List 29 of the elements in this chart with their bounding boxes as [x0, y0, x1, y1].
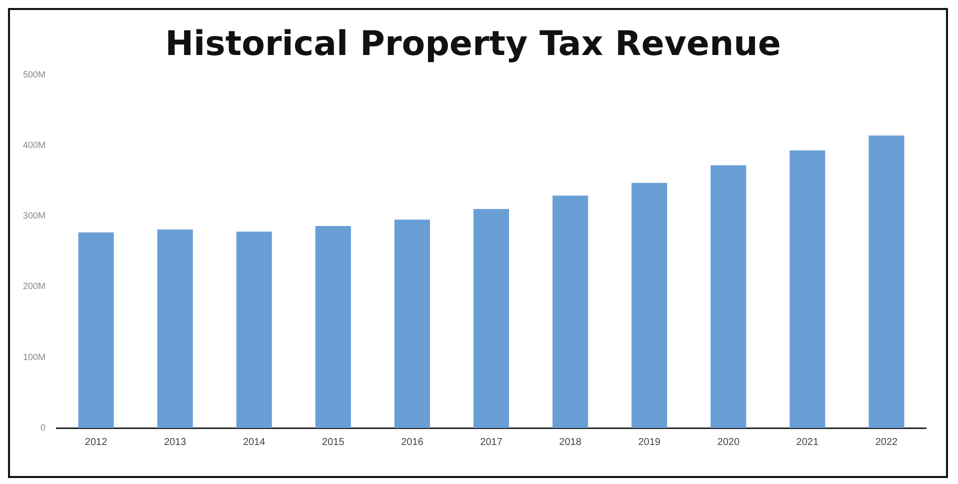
- y-tick-label: 500M: [23, 69, 46, 80]
- x-tick-label: 2017: [480, 436, 503, 448]
- x-tick-label: 2021: [796, 436, 819, 448]
- x-tick-label: 2012: [84, 436, 108, 448]
- x-tick-label: 2014: [243, 436, 266, 448]
- y-tick-label: 100M: [23, 352, 46, 362]
- x-tick-label: 2013: [164, 436, 187, 448]
- x-tick-label: 2022: [875, 436, 898, 448]
- bar: [78, 232, 114, 428]
- x-tick-label: 2018: [559, 436, 582, 448]
- y-tick-label: 400M: [23, 140, 46, 150]
- bar: [394, 220, 430, 428]
- bar: [868, 136, 904, 428]
- x-tick-label: 2019: [638, 436, 661, 448]
- x-tick-label: 2016: [401, 436, 424, 448]
- bar: [790, 150, 826, 428]
- bar: [315, 226, 351, 428]
- y-tick-label: 0: [40, 422, 46, 432]
- bar: [552, 196, 588, 428]
- bar: [473, 209, 510, 428]
- y-tick-label: 200M: [23, 281, 46, 292]
- x-tick-label: 2020: [717, 436, 740, 448]
- chart-title: Historical Property Tax Revenue: [165, 24, 781, 64]
- bar: [236, 232, 272, 428]
- y-tick-label: 300M: [23, 210, 46, 221]
- bar: [710, 165, 746, 428]
- bar: [632, 182, 668, 428]
- bar: [157, 230, 193, 428]
- x-tick-label: 2015: [322, 436, 345, 448]
